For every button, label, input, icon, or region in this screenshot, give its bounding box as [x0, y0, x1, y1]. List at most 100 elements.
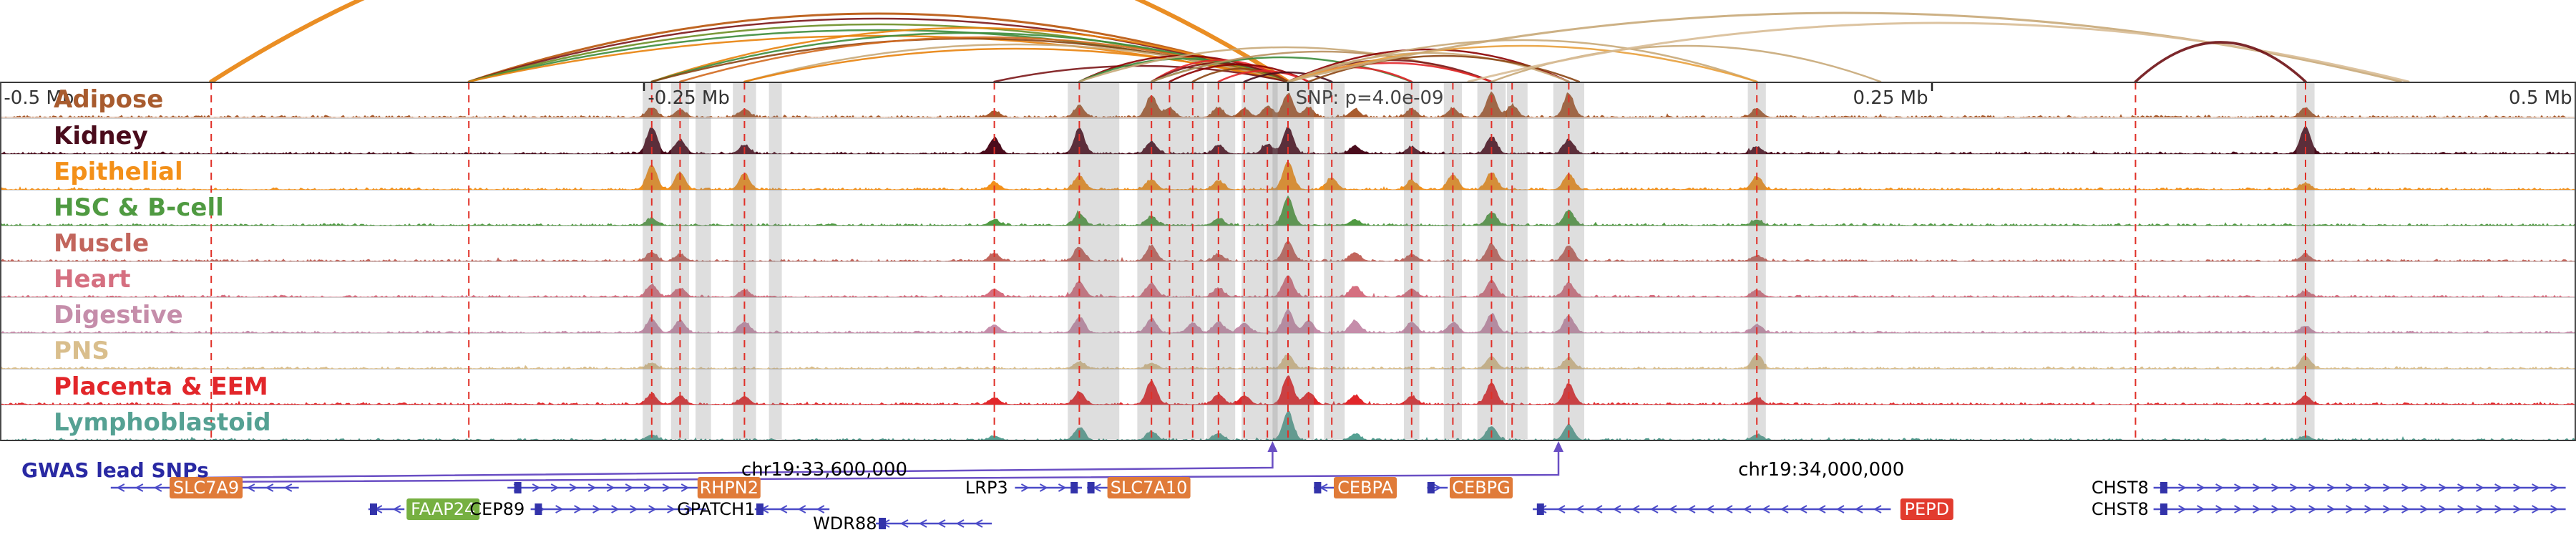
strand-arrow — [648, 505, 657, 514]
exon-block — [1087, 482, 1095, 493]
strand-arrow — [1687, 505, 1696, 514]
track-label-placenta-eem: Placenta & EEM — [54, 372, 268, 401]
strand-arrow — [2476, 505, 2484, 514]
signal-area-adipose — [0, 91, 2576, 117]
strand-arrow — [2364, 483, 2373, 492]
strand-arrow — [550, 483, 560, 492]
gene-label-box-rhpn2 — [697, 477, 761, 498]
tracks-left-spine — [0, 82, 1, 440]
strand-arrow — [2197, 505, 2205, 514]
strand-arrow — [1724, 505, 1733, 514]
strand-arrow — [1575, 505, 1584, 514]
strand-arrow — [1798, 505, 1807, 514]
strand-arrow — [1020, 483, 1030, 492]
highlight-band — [696, 82, 711, 439]
track-label-pns: PNS — [54, 337, 109, 365]
strand-arrow — [2494, 483, 2503, 492]
gene-label-faap24: FAAP24 — [411, 499, 475, 519]
track-label-digestive: Digestive — [54, 301, 183, 329]
strand-arrow — [1817, 505, 1826, 514]
strand-arrow — [1594, 505, 1603, 514]
signal-svg-hsc-b-cell — [0, 195, 2576, 226]
strand-arrow — [2532, 505, 2540, 514]
interaction-arc — [1287, 39, 1758, 82]
strand-arrow — [592, 505, 601, 514]
strand-arrow — [611, 505, 620, 514]
strand-arrow — [392, 505, 401, 514]
strand-arrow — [899, 519, 909, 528]
axis-tick-label: 0.5 Mb — [2509, 87, 2572, 109]
signal-area-pns — [0, 352, 2576, 369]
strand-arrow — [2420, 505, 2429, 514]
tracks-top-border — [0, 82, 2576, 83]
interaction-arc — [1243, 71, 1333, 82]
strand-arrow — [2513, 483, 2522, 492]
signal-area-heart — [0, 275, 2576, 297]
gene-label-slc7a9: SLC7A9 — [173, 478, 239, 498]
signal-svg-pns — [0, 352, 2576, 369]
tracks-bottom-border — [0, 440, 2576, 441]
strand-arrow — [2290, 483, 2298, 492]
gwas-lead-snps-label: GWAS lead SNPs — [21, 458, 209, 482]
strand-arrow — [135, 483, 144, 492]
arcs-svg — [209, 0, 2410, 82]
signal-svg-placenta-eem — [0, 375, 2576, 405]
strand-arrow — [2401, 505, 2410, 514]
strand-arrow — [2178, 505, 2187, 514]
axis-tick-label: 0.25 Mb — [1853, 87, 1928, 109]
gene-svg: SLC7A9 RHPN2 LRP3 SLC7A10 CEBPA CEBPG CHST8 FAA… — [110, 441, 2566, 534]
strand-arrow — [974, 519, 983, 528]
gene-label-pepd: PEPD — [1905, 499, 1950, 519]
strand-arrow — [1761, 505, 1770, 514]
strand-arrow — [779, 505, 788, 514]
strand-arrow — [2215, 483, 2224, 492]
gene-annotation-panel: SLC7A9 RHPN2 LRP3 SLC7A10 CEBPA CEBPG CHST8 FAA… — [0, 440, 2576, 537]
strand-arrow — [574, 505, 582, 514]
gene-label-box-cebpg — [1450, 477, 1513, 498]
gene-label-slc7a10: SLC7A10 — [1111, 478, 1188, 498]
strand-arrow — [918, 519, 927, 528]
highlight-band — [1166, 82, 1204, 439]
interaction-arc — [1191, 67, 1289, 82]
tracks-overlay: -0.5 Mb -0.25 Mb SNP: p=4.0e-09 0.25 Mb 0.5 … — [4, 82, 2572, 439]
track-label-lymphoblastoid: Lymphoblastoid — [54, 408, 271, 437]
track-label-epithelial: Epithelial — [54, 158, 183, 186]
interaction-arc — [1150, 50, 1493, 82]
exon-block — [2160, 482, 2167, 493]
strand-arrow — [153, 483, 162, 492]
strand-arrow — [1631, 505, 1640, 514]
exon-block — [1070, 482, 1078, 493]
lead-snp-connector — [195, 449, 1560, 483]
strand-arrow — [2253, 483, 2261, 492]
strand-arrow — [662, 483, 671, 492]
track-label-adipose: Adipose — [54, 85, 164, 114]
strand-arrow — [2364, 505, 2373, 514]
interaction-arc — [1467, 21, 2410, 82]
gene-label-lrp3: LRP3 — [965, 478, 1008, 498]
coordinate-label-left: chr19:33,600,000 — [741, 459, 908, 481]
gene-label-gpatch1: GPATCH1 — [677, 499, 755, 519]
strand-arrow — [1649, 505, 1659, 514]
strand-arrow — [816, 505, 825, 514]
strand-arrow — [555, 505, 564, 514]
highlight-band — [1091, 82, 1120, 439]
strand-arrow — [797, 505, 806, 514]
strand-arrow — [1705, 505, 1714, 514]
strand-arrow — [2271, 505, 2280, 514]
strand-arrow — [1668, 505, 1677, 514]
interaction-arc — [1287, 44, 1758, 82]
track-label-muscle: Muscle — [54, 229, 150, 258]
track-label-heart: Heart — [54, 265, 131, 294]
strand-arrow — [1780, 505, 1789, 514]
strand-arrow — [2457, 483, 2466, 492]
interaction-arc — [467, 12, 1289, 82]
strand-arrow — [625, 483, 634, 492]
strand-arrow — [2327, 505, 2336, 514]
strand-arrow — [116, 483, 125, 492]
interaction-arc — [650, 26, 1289, 82]
strand-arrow — [1556, 505, 1566, 514]
gene-label-box-cebpa — [1334, 477, 1397, 498]
strand-arrow — [246, 483, 255, 492]
interaction-arc — [2134, 41, 2307, 82]
highlight-band — [1272, 82, 1314, 439]
